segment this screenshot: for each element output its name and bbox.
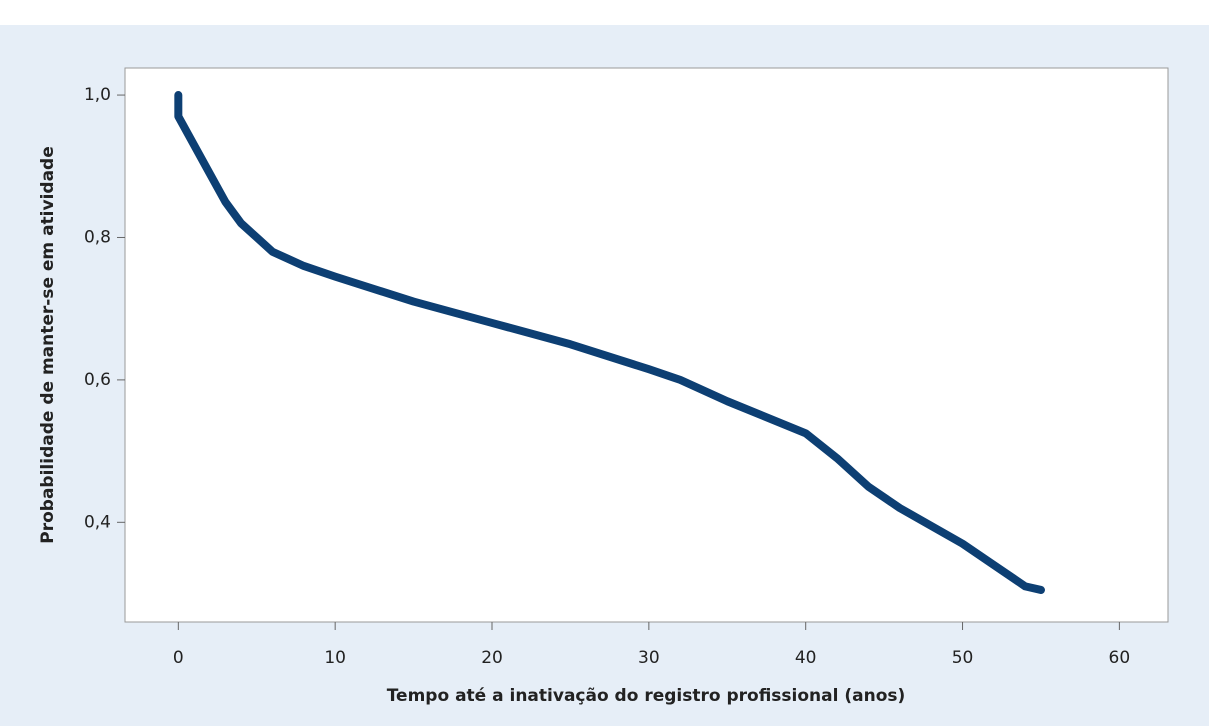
x-tick-label: 20: [481, 648, 503, 668]
y-tick-label: 0,6: [84, 370, 111, 390]
x-axis-title: Tempo até a inativação do registro profi…: [387, 686, 906, 706]
x-tick-label: 30: [638, 648, 660, 668]
x-tick-label: 10: [324, 648, 346, 668]
x-tick-label: 40: [795, 648, 817, 668]
y-tick-label: 1,0: [84, 85, 111, 105]
y-tick-label: 0,8: [84, 227, 111, 247]
x-tick-label: 50: [952, 648, 974, 668]
y-axis-title: Probabilidade de manter-se em atividade: [38, 146, 58, 543]
y-tick-label: 0,4: [84, 512, 111, 532]
x-tick-label: 0: [173, 648, 184, 668]
x-tick-label: 60: [1109, 648, 1131, 668]
plot-area: [124, 67, 1169, 623]
survival-line: [174, 91, 1045, 594]
